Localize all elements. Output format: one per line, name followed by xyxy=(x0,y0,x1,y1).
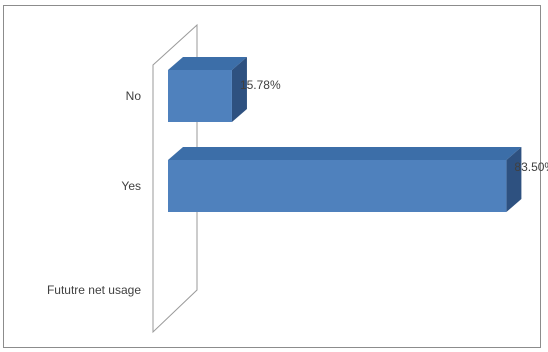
bar-yes xyxy=(168,160,507,212)
data-label-no: 15.78% xyxy=(240,78,281,92)
bar-side-yes xyxy=(506,147,522,212)
bars-group: No 15.78% Yes 83.50% xyxy=(121,57,548,212)
axis-label-y: Fututre net usage xyxy=(47,283,141,297)
bar-side-no xyxy=(231,57,247,122)
category-label-yes: Yes xyxy=(121,179,141,193)
category-label-no: No xyxy=(126,89,142,103)
bar-top-no xyxy=(168,57,247,70)
data-label-yes: 83.50% xyxy=(514,160,548,174)
bar-no xyxy=(168,70,232,122)
bar-top-yes xyxy=(168,147,522,160)
